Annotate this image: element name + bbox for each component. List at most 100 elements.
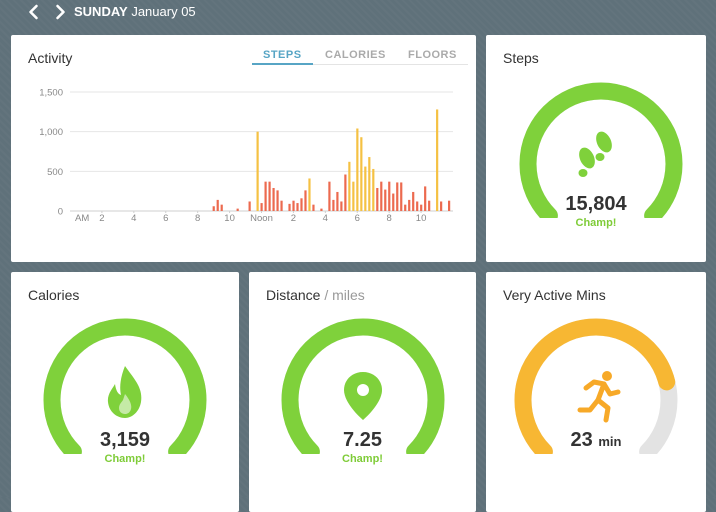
activity-bar-light [400,182,403,211]
location-pin-icon [344,372,382,420]
activity-bar-light [428,200,431,211]
next-day-arrow-icon[interactable] [52,4,68,20]
active-tab-underline [252,63,313,65]
active-mins-gauge [514,318,678,454]
flame-icon [107,366,142,418]
activity-bar-light [424,186,427,211]
activity-bar-light [420,204,423,211]
distance-gauge-arc [281,318,445,454]
active-mins-gauge-arc [514,318,676,454]
calories-gauge-arc [43,318,207,454]
distance-status: Champ! [342,453,383,465]
x-tick-label: 6 [355,213,360,224]
date-text: January 05 [131,4,196,19]
x-tick-label: 10 [416,213,427,224]
activity-bar-light [272,187,275,211]
footprints-icon [578,131,612,177]
steps-card: Steps 15,804 Champ! [486,35,706,262]
tab-calories[interactable]: CALORIES [325,49,386,61]
active-mins-title: Very Active Mins [503,287,606,303]
activity-bar-light [312,204,315,211]
tab-floors[interactable]: FLOORS [408,49,457,61]
active-mins-value: 23 [570,429,593,451]
activity-bar-light [412,191,415,211]
y-tick-label: 1,000 [39,127,63,138]
x-tick-label: 10 [224,213,235,224]
distance-title: Distance / miles [266,287,365,303]
x-tick-label: 2 [291,213,296,224]
steps-gauge [519,82,683,218]
activity-bar-light [388,181,391,211]
distance-gauge [281,318,445,454]
activity-bar-light [248,201,251,211]
activity-bar-light [332,199,335,211]
x-tick-label: Noon [250,213,273,224]
activity-bar-light [344,174,347,211]
activity-bar-active [308,178,311,211]
x-tick-label: 8 [195,213,200,224]
runner-icon [577,371,621,423]
activity-bar-active [372,168,375,211]
date-bar: SUNDAY January 05 [0,0,716,26]
x-tick-label: AM [75,213,89,224]
distance-value: 7.25 [343,429,382,451]
activity-bar-light [220,204,223,211]
activity-bar-active [360,137,363,211]
x-tick-label: 4 [323,213,328,224]
activity-bar-light [276,190,279,211]
tab-rail [252,64,468,65]
activity-bar-light [264,181,267,211]
previous-day-arrow-icon[interactable] [26,4,42,20]
activity-bar-light [292,200,295,211]
calories-title: Calories [28,287,80,303]
activity-bar-light [384,189,387,211]
distance-card: Distance / miles 7.25 Champ! [249,272,476,512]
activity-bar-light [280,200,283,211]
activity-bar-light [288,203,291,211]
activity-bar-light [260,203,263,211]
activity-bar-active [364,166,367,211]
distance-unit: / miles [324,287,365,303]
calories-card: Calories 3,159 Champ! [11,272,239,512]
x-tick-label: 4 [131,213,136,224]
activity-bar-light [404,204,407,211]
activity-bar-light [376,187,379,211]
activity-bar-light [440,201,443,211]
activity-title: Activity [28,50,73,66]
activity-bar-light [320,208,323,211]
activity-bar-light [408,199,411,211]
steps-title: Steps [503,50,539,66]
activity-bar-light [304,190,307,211]
activity-tabs: STEPS CALORIES FLOORS [252,49,468,65]
x-tick-label: 2 [99,213,104,224]
activity-bar-light [268,181,271,211]
day-name: SUNDAY [74,4,128,19]
activity-bar-light [340,201,343,211]
steps-gauge-arc [519,82,683,218]
current-date: SUNDAY January 05 [74,4,196,19]
activity-bar-active [368,157,371,211]
calories-value: 3,159 [99,429,151,451]
active-mins-unit: min [598,434,622,449]
activity-bar-light [296,203,299,211]
activity-bar-light [396,182,399,211]
activity-bar-light [392,193,395,211]
y-tick-label: 0 [58,207,63,218]
activity-bar-light [380,181,383,211]
x-tick-label: 8 [387,213,392,224]
steps-status: Champ! [575,217,617,229]
activity-bar-active [256,131,259,211]
distance-title-text: Distance [266,287,321,303]
activity-bar-light [300,198,303,211]
activity-bar-light [416,201,419,211]
y-tick-label: 1,500 [39,88,63,99]
activity-chart: 0 500 1,000 1,500 AM 2 4 6 8 10 Noon 2 4 6 8 10 [39,88,453,224]
x-tick-label: 6 [163,213,168,224]
activity-bar-active [352,181,355,211]
activity-bar-active [348,161,351,211]
active-mins-value-row: 23 min [486,429,706,452]
active-mins-card: Very Active Mins 23 min [486,272,706,512]
y-tick-label: 500 [47,167,63,178]
tab-steps[interactable]: STEPS [263,49,302,61]
calories-status: Champ! [104,453,146,465]
